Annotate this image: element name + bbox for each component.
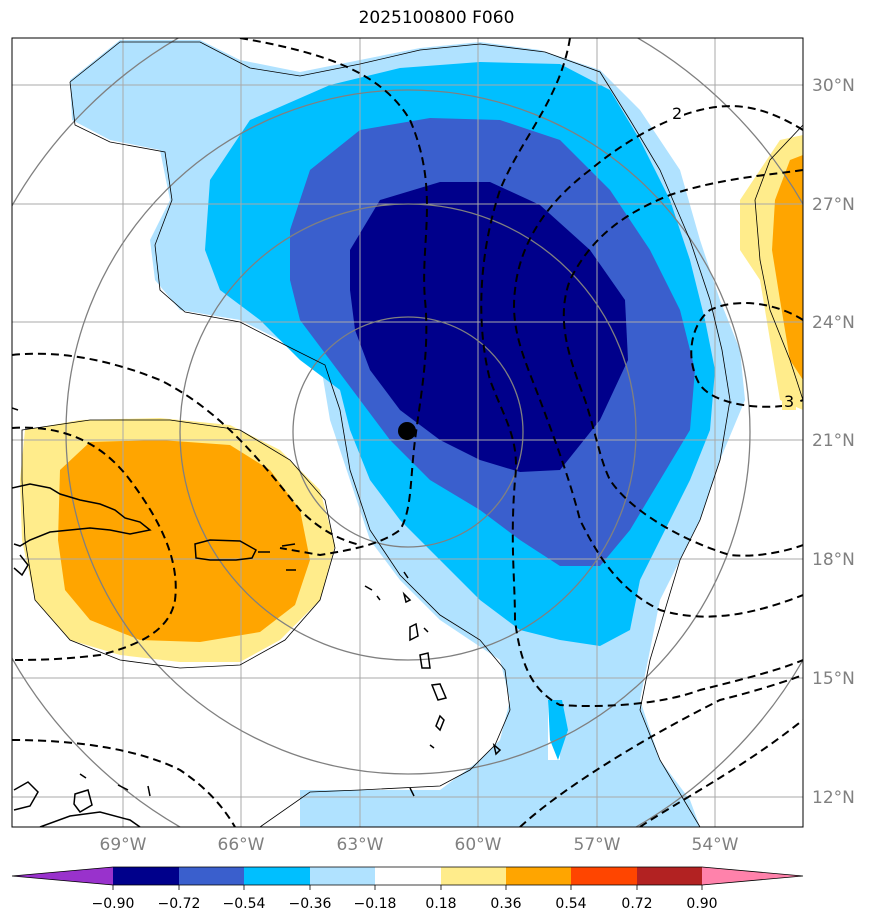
- colorbar-segment: [637, 867, 702, 885]
- colorbar-tick-label: −0.18: [354, 896, 397, 912]
- contour-label-2: 2: [672, 104, 682, 123]
- colorbar-segment: [113, 867, 179, 885]
- colorbar-tick-label: −0.90: [92, 896, 135, 912]
- colorbar-segment: [441, 867, 506, 885]
- colorbar-tick-label: 0.72: [621, 896, 652, 912]
- lat-label: 30°N: [812, 76, 855, 96]
- lon-label: 63°W: [337, 835, 384, 855]
- lat-label: 12°N: [812, 788, 855, 808]
- colorbar-segment: [506, 867, 571, 885]
- colorbar-tick-label: 0.36: [490, 896, 521, 912]
- lat-label: 24°N: [812, 313, 855, 333]
- colorbar-extend-high: [702, 867, 803, 885]
- map-title: 2025100800 F060: [358, 8, 515, 28]
- shading-navy: [350, 182, 628, 472]
- map-frame: [11, 37, 804, 828]
- colorbar-tick-label: 0.90: [686, 896, 717, 912]
- contour-labels: 2 3: [670, 102, 796, 411]
- colorbar-segment: [571, 867, 637, 885]
- lat-label: 27°N: [812, 195, 855, 215]
- coastlines: [12, 407, 502, 827]
- colorbar-tick-label: −0.36: [289, 896, 332, 912]
- colorbar-tick-label: 0.54: [555, 896, 586, 912]
- lon-label: 66°W: [218, 835, 265, 855]
- lon-label: 69°W: [100, 835, 147, 855]
- colorbar-segment: [310, 867, 375, 885]
- colorbar-segment: [375, 867, 441, 885]
- lat-label: 18°N: [812, 550, 855, 570]
- lon-axis: 69°W 66°W 63°W 60°W 57°W 54°W: [100, 835, 739, 855]
- lat-axis: 30°N 27°N 24°N 21°N 18°N 15°N 12°N: [812, 76, 855, 808]
- lat-label: 15°N: [812, 669, 855, 689]
- lon-label: 60°W: [455, 835, 502, 855]
- shading-orange: [58, 155, 803, 642]
- colorbar-segment: [179, 867, 244, 885]
- storm-center-marker: [398, 422, 416, 440]
- colorbar-tick-label: −0.72: [158, 896, 201, 912]
- map-plot-area: 2 3: [12, 38, 803, 827]
- lat-label: 21°N: [812, 431, 855, 451]
- colorbar-extend-low: [12, 867, 113, 885]
- range-rings: [12, 38, 803, 827]
- colorbar-tick-label: −0.54: [223, 896, 266, 912]
- lon-label: 57°W: [574, 835, 621, 855]
- contour-label-3: 3: [784, 392, 794, 411]
- colorbar-tick-label: 0.18: [425, 896, 456, 912]
- lon-label: 54°W: [692, 835, 739, 855]
- colorbar-segment: [244, 867, 310, 885]
- colorbar: −0.90 −0.72 −0.54 −0.36 −0.18 0.18 0.36 …: [11, 866, 804, 912]
- thin-contours: [21, 41, 803, 827]
